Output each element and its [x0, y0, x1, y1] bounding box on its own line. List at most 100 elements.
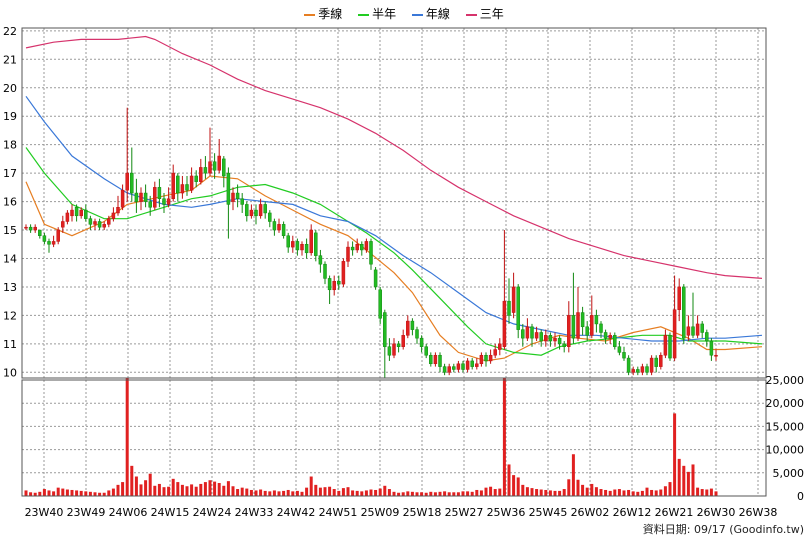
- volume-bar: [277, 491, 281, 496]
- volume-bar: [70, 489, 74, 496]
- candle-body: [617, 346, 622, 353]
- volume-bar: [640, 490, 644, 496]
- volume-bar: [171, 478, 175, 496]
- candle-body: [24, 226, 28, 229]
- x-tick-label: 25W45: [529, 506, 568, 519]
- candle-body: [622, 352, 626, 359]
- volume-bar: [594, 487, 598, 496]
- candle-body: [484, 354, 488, 362]
- volume-bar: [185, 486, 189, 496]
- volume-bar: [558, 490, 562, 496]
- candle-body: [341, 261, 346, 285]
- volume-bar: [415, 492, 419, 496]
- volume-bar: [650, 489, 654, 496]
- volume-bar: [125, 377, 129, 496]
- candle-body: [539, 332, 543, 342]
- candle-body: [272, 221, 277, 231]
- candle-body: [309, 229, 313, 254]
- volume-tick-label: 0: [797, 490, 804, 503]
- candle-body: [268, 212, 272, 222]
- candle-body: [102, 224, 106, 228]
- volume-bar: [323, 487, 327, 496]
- candle-body: [162, 198, 166, 205]
- candle-body: [677, 286, 681, 310]
- candle-body: [120, 189, 125, 208]
- volume-bar: [240, 487, 244, 496]
- candle-body: [88, 218, 93, 225]
- grid: [22, 28, 766, 496]
- candle-body: [249, 209, 254, 217]
- volume-bar: [548, 490, 552, 496]
- candle-body: [176, 175, 180, 194]
- volume-bar: [98, 492, 102, 496]
- candle-body: [387, 346, 392, 356]
- volume-bar: [659, 489, 663, 496]
- candle-body: [613, 335, 617, 347]
- volume-bar: [691, 464, 695, 496]
- price-tick-label: 21: [3, 53, 17, 66]
- volume-plot-frame: [21, 379, 767, 497]
- volume-bar: [553, 490, 557, 496]
- candle-body: [576, 312, 580, 339]
- price-tick-label: 18: [3, 139, 17, 152]
- candle-body: [157, 187, 162, 199]
- x-tick-label: 24W33: [235, 506, 274, 519]
- volume-bar: [608, 490, 612, 496]
- legend-label: 半年: [372, 7, 397, 21]
- candle-body: [585, 326, 589, 336]
- volume-bar: [387, 489, 391, 496]
- volume-bar: [406, 491, 410, 496]
- volume-bar: [300, 491, 304, 496]
- volume-bar: [539, 489, 543, 496]
- candle-body: [245, 204, 249, 217]
- candle-body: [557, 337, 562, 345]
- volume-bar: [613, 489, 617, 496]
- candle-body: [327, 278, 332, 291]
- volume-bar: [38, 491, 42, 496]
- candle-body: [429, 354, 433, 365]
- volume-bar: [42, 489, 46, 496]
- candle-body: [442, 366, 447, 373]
- volume-bar: [167, 486, 171, 496]
- volume-bar: [456, 492, 460, 496]
- candle-body: [33, 226, 37, 231]
- candle-body: [562, 343, 566, 347]
- candle-body: [479, 354, 484, 365]
- candle-body: [594, 315, 599, 325]
- candle-body: [456, 363, 461, 370]
- volume-bar: [392, 491, 396, 496]
- candle-body: [672, 309, 677, 359]
- price-tick-label: 11: [3, 338, 17, 351]
- candle-body: [475, 363, 479, 367]
- candle-body: [525, 326, 530, 339]
- candle-body: [392, 343, 396, 356]
- candle-body: [686, 326, 691, 336]
- volume-bar: [429, 491, 433, 496]
- volume-bar: [401, 492, 405, 496]
- volume-bar: [162, 487, 166, 496]
- x-tick-label: 25W27: [445, 506, 484, 519]
- candle-body: [277, 224, 281, 231]
- volume-bar: [443, 491, 447, 496]
- volume-bar: [530, 488, 534, 496]
- candle-body: [199, 167, 203, 182]
- candle-body: [153, 187, 157, 208]
- candle-body: [300, 244, 304, 251]
- ma-line-半年: [25, 147, 763, 356]
- volume-bar: [677, 458, 681, 496]
- candle-body: [530, 326, 534, 339]
- legend-swatch: [465, 13, 477, 16]
- volume-bar: [254, 490, 258, 496]
- volume-bar: [567, 479, 571, 496]
- candle-body: [626, 357, 631, 373]
- legend-item-quarter: 季線: [304, 5, 342, 22]
- candle-body: [534, 332, 539, 339]
- volume-bar: [369, 489, 373, 496]
- volume-bar: [65, 489, 69, 496]
- candle-body: [51, 241, 56, 245]
- volume-bar: [627, 489, 631, 496]
- candle-body: [235, 192, 240, 199]
- candlesticks: [24, 107, 718, 378]
- candle-body: [419, 337, 424, 347]
- volume-bar: [700, 489, 704, 496]
